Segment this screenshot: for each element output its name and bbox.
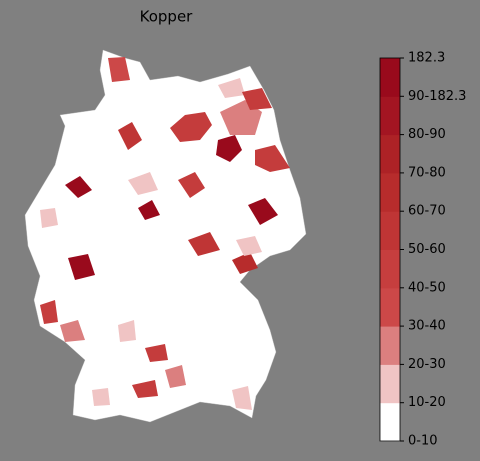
region <box>165 365 186 388</box>
colorbar-label: 50-60 <box>408 242 446 257</box>
region <box>255 145 290 172</box>
region <box>242 88 272 110</box>
colorbar-label: 10-20 <box>408 395 446 410</box>
region <box>138 200 160 220</box>
colorbar-label: 80-90 <box>408 127 446 142</box>
colorbar-segment <box>380 402 400 442</box>
region <box>108 57 130 82</box>
map-title: Kopper <box>140 8 194 26</box>
region <box>118 320 136 342</box>
colorbar-label: 70-80 <box>408 165 446 180</box>
colorbar-label: 182.3 <box>408 51 445 66</box>
regions <box>40 57 290 410</box>
region <box>68 254 95 280</box>
colorbar-segment <box>380 287 400 327</box>
colorbar-label: 30-40 <box>408 319 446 334</box>
region <box>232 386 252 410</box>
region <box>40 208 58 228</box>
germany-map <box>24 49 307 423</box>
region <box>145 344 168 362</box>
colorbar-segment <box>380 249 400 289</box>
region <box>236 236 262 256</box>
region <box>248 198 278 225</box>
colorbar-segment <box>380 134 400 174</box>
colorbar-label: 0-10 <box>408 434 438 449</box>
colorbar-segment <box>380 172 400 212</box>
colorbar-segment <box>380 364 400 404</box>
colorbar-label: 90-182.3 <box>408 89 466 104</box>
region <box>60 320 85 342</box>
colorbar-segment <box>380 211 400 250</box>
region <box>232 252 258 274</box>
colorbar-label: 40-50 <box>408 280 446 295</box>
region <box>92 388 110 406</box>
colorbar-segment <box>380 96 400 136</box>
region <box>128 172 158 195</box>
region <box>188 232 220 256</box>
region <box>65 176 92 198</box>
region <box>40 300 58 324</box>
colorbar-segment <box>380 58 400 97</box>
colorbar-label: 60-70 <box>408 204 446 219</box>
region <box>218 78 245 98</box>
region <box>132 380 158 398</box>
region <box>178 172 205 198</box>
colorbar-label: 20-30 <box>408 357 446 372</box>
region <box>170 112 212 142</box>
colorbar-segment <box>380 326 400 365</box>
region <box>216 135 242 162</box>
region <box>118 122 142 150</box>
